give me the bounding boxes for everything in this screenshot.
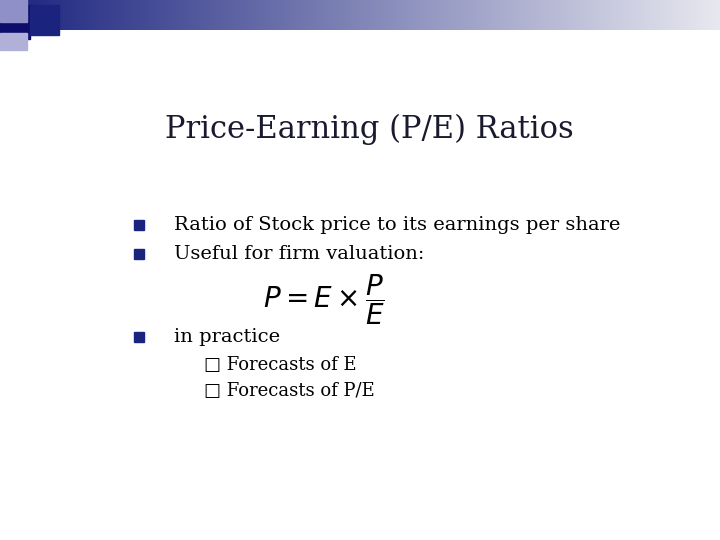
Bar: [134, 249, 144, 259]
Text: Useful for firm valuation:: Useful for firm valuation:: [174, 245, 424, 263]
Text: Price-Earning (P/E) Ratios: Price-Earning (P/E) Ratios: [165, 113, 573, 145]
Text: □ Forecasts of E: □ Forecasts of E: [204, 356, 357, 374]
Text: □ Forecasts of P/E: □ Forecasts of P/E: [204, 382, 375, 400]
Text: Ratio of Stock price to its earnings per share: Ratio of Stock price to its earnings per…: [174, 216, 620, 234]
Bar: [134, 220, 144, 230]
Bar: [134, 332, 144, 342]
Text: $\mathit{P} = \mathit{E} \times \dfrac{\mathit{P}}{\mathit{E}}$: $\mathit{P} = \mathit{E} \times \dfrac{\…: [264, 272, 385, 327]
Text: in practice: in practice: [174, 328, 280, 346]
